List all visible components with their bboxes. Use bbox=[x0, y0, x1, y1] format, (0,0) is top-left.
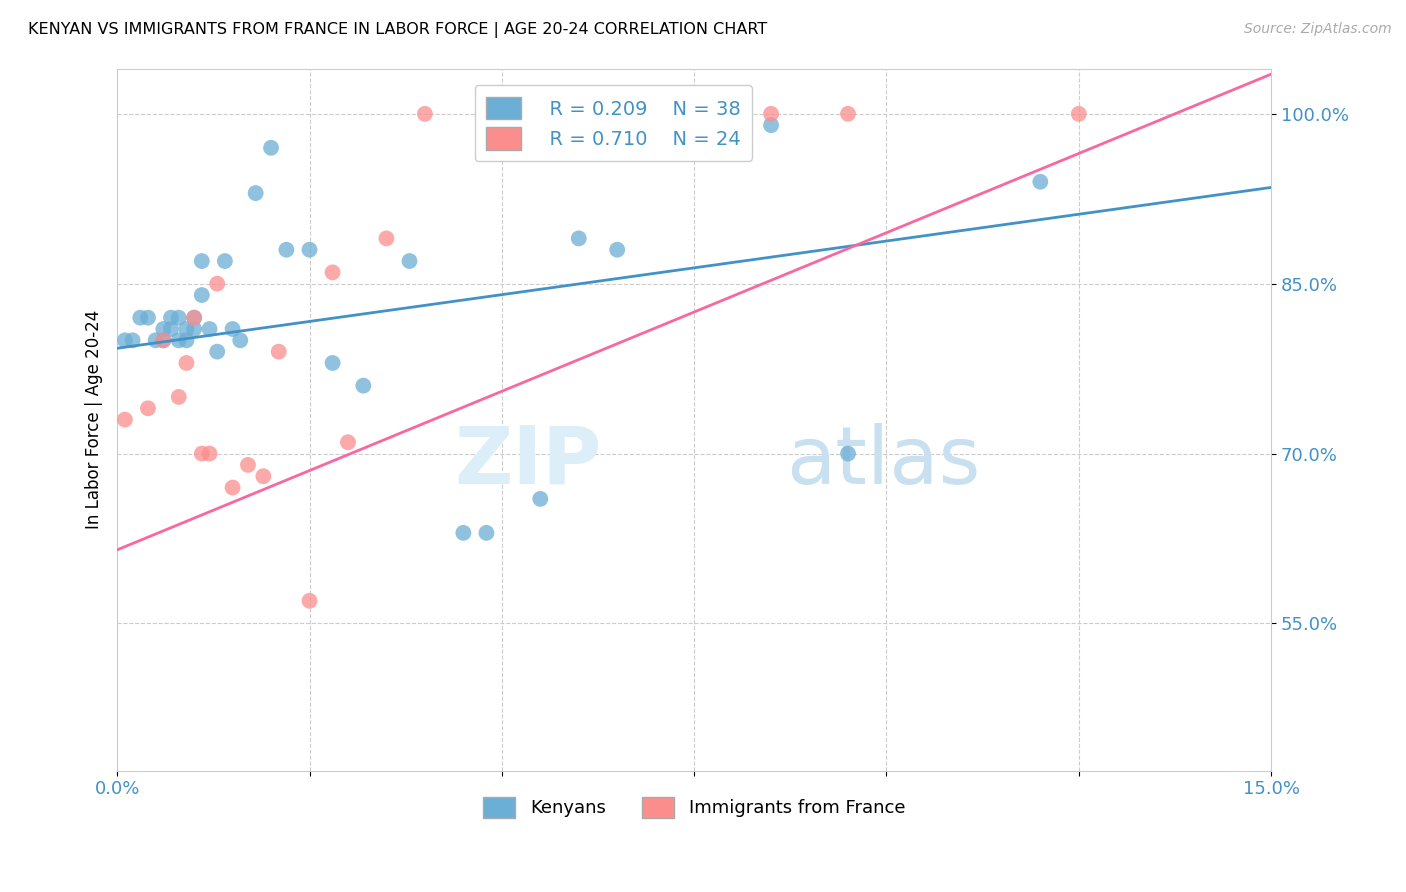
Point bbox=[167, 310, 190, 325]
Point bbox=[221, 481, 243, 495]
Point bbox=[529, 107, 551, 121]
Point bbox=[114, 412, 136, 426]
Text: Source: ZipAtlas.com: Source: ZipAtlas.com bbox=[1244, 22, 1392, 37]
Point bbox=[191, 447, 214, 461]
Point bbox=[606, 243, 628, 257]
Point bbox=[145, 334, 167, 348]
Point bbox=[568, 231, 591, 245]
Text: atlas: atlas bbox=[786, 423, 981, 500]
Point bbox=[136, 401, 159, 416]
Point bbox=[260, 141, 283, 155]
Point bbox=[198, 322, 221, 336]
Point bbox=[336, 435, 359, 450]
Point bbox=[160, 322, 183, 336]
Point bbox=[176, 322, 198, 336]
Point bbox=[114, 334, 136, 348]
Point bbox=[413, 107, 436, 121]
Point bbox=[298, 243, 321, 257]
Point bbox=[245, 186, 267, 200]
Point bbox=[837, 447, 859, 461]
Point bbox=[398, 254, 420, 268]
Point bbox=[375, 231, 398, 245]
Point bbox=[475, 525, 498, 540]
Point bbox=[205, 344, 228, 359]
Point bbox=[152, 322, 174, 336]
Point bbox=[276, 243, 298, 257]
Point bbox=[683, 118, 706, 132]
Point bbox=[183, 310, 205, 325]
Point bbox=[214, 254, 236, 268]
Point bbox=[236, 458, 259, 472]
Point bbox=[759, 107, 782, 121]
Point bbox=[191, 288, 214, 302]
Point bbox=[198, 447, 221, 461]
Point bbox=[267, 344, 290, 359]
Point bbox=[183, 322, 205, 336]
Point bbox=[152, 334, 174, 348]
Point bbox=[221, 322, 243, 336]
Point bbox=[837, 107, 859, 121]
Point bbox=[1029, 175, 1052, 189]
Point bbox=[1067, 107, 1090, 121]
Point bbox=[322, 265, 344, 279]
Text: KENYAN VS IMMIGRANTS FROM FRANCE IN LABOR FORCE | AGE 20-24 CORRELATION CHART: KENYAN VS IMMIGRANTS FROM FRANCE IN LABO… bbox=[28, 22, 768, 38]
Point bbox=[121, 334, 143, 348]
Point bbox=[167, 390, 190, 404]
Point bbox=[176, 334, 198, 348]
Y-axis label: In Labor Force | Age 20-24: In Labor Force | Age 20-24 bbox=[86, 310, 103, 529]
Point bbox=[129, 310, 152, 325]
Point bbox=[298, 594, 321, 608]
Point bbox=[606, 107, 628, 121]
Point bbox=[529, 491, 551, 506]
Point bbox=[759, 118, 782, 132]
Point bbox=[160, 310, 183, 325]
Point bbox=[152, 334, 174, 348]
Point bbox=[252, 469, 274, 483]
Legend: Kenyans, Immigrants from France: Kenyans, Immigrants from France bbox=[475, 789, 912, 825]
Text: ZIP: ZIP bbox=[454, 423, 602, 500]
Point bbox=[176, 356, 198, 370]
Point bbox=[352, 378, 374, 392]
Point bbox=[453, 525, 475, 540]
Point bbox=[229, 334, 252, 348]
Point bbox=[322, 356, 344, 370]
Point bbox=[191, 254, 214, 268]
Point bbox=[136, 310, 159, 325]
Point bbox=[167, 334, 190, 348]
Point bbox=[683, 107, 706, 121]
Point bbox=[205, 277, 228, 291]
Point bbox=[183, 310, 205, 325]
